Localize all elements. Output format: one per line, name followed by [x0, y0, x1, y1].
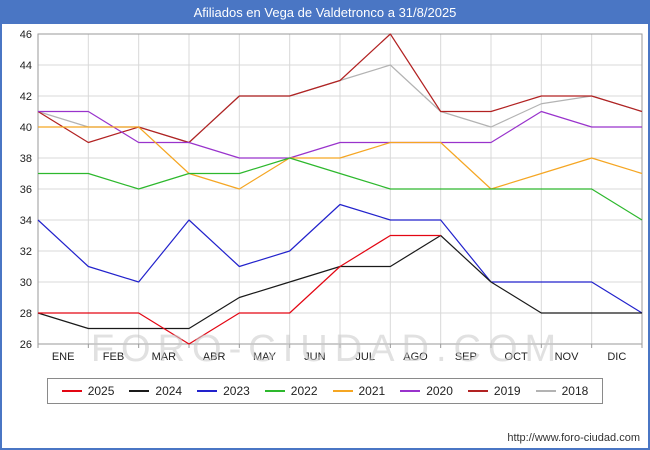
x-tick-label: NOV: [555, 351, 580, 363]
series-line-2021: [38, 126, 643, 190]
x-tick-label: MAY: [253, 351, 277, 363]
y-tick-label: 36: [20, 184, 32, 196]
legend-swatch-2019: [467, 390, 488, 392]
legend-item-2021: 2021: [332, 384, 386, 398]
y-tick-label: 42: [20, 91, 32, 103]
legend-item-2019: 2019: [467, 384, 521, 398]
x-tick-label: JUN: [304, 351, 325, 363]
legend-label: 2024: [155, 384, 183, 398]
y-tick-label: 34: [20, 215, 32, 227]
chart-region: 26 28 30 32 34 36 38 40 42 44 46 ENE FEB MAR ABR MAY JUN…: [2, 24, 648, 374]
legend-swatch-2021: [332, 390, 353, 392]
legend-item-2020: 2020: [400, 384, 453, 398]
series-line-2025: [38, 234, 441, 345]
legend-swatch-2023: [197, 390, 218, 392]
legend: 2025 2024 2023 2022 2021 2020 2019 2018: [46, 378, 604, 404]
x-tick-label: FEB: [103, 351, 124, 363]
series-line-2020: [38, 110, 642, 159]
x-tick-label: SEP: [455, 351, 477, 363]
line-chart: 26 28 30 32 34 36 38 40 42 44 46 ENE FEB MAR ABR MAY JUN…: [20, 29, 643, 363]
x-tick-label: JUL: [355, 351, 375, 363]
legend-label: 2021: [358, 384, 386, 398]
legend-label: 2023: [223, 384, 250, 398]
y-tick-label: 32: [20, 246, 32, 258]
x-tick-label: MAR: [152, 351, 177, 363]
y-tick-label: 38: [20, 153, 32, 165]
y-tick-label: 46: [20, 29, 32, 41]
legend-swatch-2022: [264, 390, 285, 392]
legend-label: 2022: [290, 384, 318, 398]
legend-item-2023: 2023: [197, 384, 250, 398]
legend-item-2022: 2022: [264, 384, 318, 398]
y-tick-label: 44: [20, 60, 32, 72]
legend-label: 2018: [561, 384, 589, 398]
plot-border: [37, 33, 643, 345]
x-tick-label: OCT: [505, 351, 529, 363]
legend-item-2025: 2025: [61, 384, 115, 398]
x-tick-label: AGO: [403, 351, 428, 363]
legend-swatch-2018: [535, 390, 556, 392]
legend-label: 2019: [493, 384, 521, 398]
legend-item-2024: 2024: [129, 384, 182, 398]
legend-swatch-2025: [61, 390, 82, 392]
series-line-2022: [38, 157, 643, 221]
legend-swatch-2020: [400, 390, 421, 392]
y-tick-label: 26: [20, 339, 32, 351]
x-tick-label: ENE: [52, 351, 75, 363]
page-title: Afiliados en Vega de Valdetronco a 31/8/…: [2, 2, 648, 24]
series-line-2023: [37, 203, 643, 314]
x-tick-label: DIC: [607, 351, 626, 363]
y-tick-label: 30: [20, 277, 32, 289]
y-tick-label: 40: [20, 122, 32, 134]
legend-label: 2025: [87, 384, 115, 398]
legend-swatch-2024: [129, 390, 150, 392]
footer-url[interactable]: http://www.foro-ciudad.com: [507, 432, 640, 444]
x-tick-label: ABR: [203, 351, 226, 363]
legend-item-2018: 2018: [535, 384, 589, 398]
legend-label: 2020: [426, 384, 453, 398]
legend-wrap: 2025 2024 2023 2022 2021 2020 2019 2018: [2, 378, 648, 404]
y-tick-label: 28: [20, 308, 32, 320]
